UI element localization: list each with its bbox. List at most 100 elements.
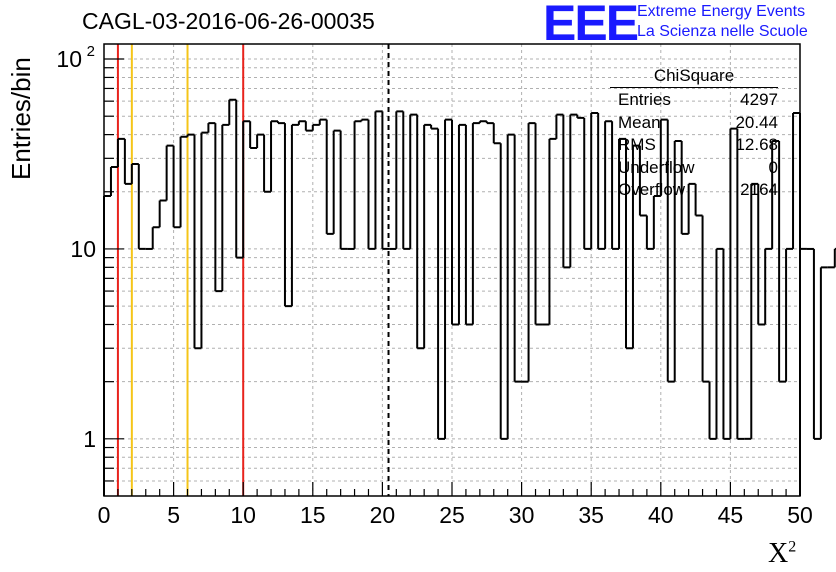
stats-row-mean: Mean 20.44 [610,112,778,135]
histogram-bin [395,110,404,249]
histogram-bin [270,120,278,192]
histogram-bin [583,117,592,250]
x-tick-label: 40 [648,502,674,528]
histogram-bin [318,118,327,125]
histogram-bin [652,195,661,249]
stats-row-underflow: Underflow 0 [610,157,778,180]
histogram-bin [729,127,738,439]
histogram-bin [214,123,223,293]
histogram-bin [325,119,334,235]
histogram-bin [437,128,446,440]
histogram-bin [597,112,606,250]
x-tick-label: 10 [230,502,256,528]
histogram-bin [409,113,418,249]
histogram-bin [221,123,230,292]
histogram-bin [137,164,146,250]
x-tick-label: 15 [300,502,326,528]
histogram-bin [819,266,828,439]
histogram-bin [451,119,459,326]
histogram-bin [228,98,237,125]
histogram-bin [277,121,285,125]
x-axis-label-superscript: 2 [788,538,797,556]
histogram-bin [708,381,717,440]
histogram-bin [722,248,731,440]
histogram-bin [666,119,675,383]
histogram-bin [444,118,452,439]
histogram-bin [381,111,390,250]
histogram-bin [506,133,515,439]
histogram-bin [492,123,501,145]
stats-label: Underflow [618,157,695,177]
x-axis-label-base: X [768,538,789,569]
histogram-bin [736,128,745,440]
histogram-bin [555,113,564,139]
histogram-bin [527,122,536,382]
y-tick-label-exponent: 2 [87,43,95,60]
histogram-bin [812,248,821,440]
histogram-bin [625,138,633,350]
histogram-bin [485,121,494,125]
histogram-bin [778,141,787,383]
stats-row-entries: Entries 4297 [610,89,778,112]
histogram-bin [471,122,480,325]
stats-label: Overflow [618,180,686,199]
histogram-bin [151,226,160,249]
histogram-bin [193,134,202,350]
histogram-bin [792,111,800,249]
histogram-bin [478,120,487,124]
stats-value: 20.44 [735,112,778,132]
histogram-bin [367,119,376,250]
x-tick-label: 5 [167,502,180,528]
stats-title: ChiSquare [610,66,778,88]
histogram-bin [611,121,620,250]
histogram-bin [123,138,132,185]
histogram-bin [673,140,682,382]
histogram-bin [534,123,543,326]
y-axis-label: Entries/bin [6,57,36,180]
y-tick-label: 10 [70,236,96,262]
histogram-bin [290,123,299,307]
histogram-bin [304,121,313,132]
histogram-bin [242,120,251,258]
histogram-bin [207,122,216,133]
histogram-bin [374,110,383,249]
histogram-bin [332,129,341,234]
stats-value: 2164 [740,180,778,199]
histogram-bin [499,143,508,440]
histogram-bin [116,137,125,168]
histogram-bin [701,215,710,383]
y-tick-label: 10 [56,46,82,72]
histogram-bin [103,195,111,496]
histogram-bin [339,130,348,250]
histogram-bin [638,145,647,217]
histogram-bin [569,113,578,268]
histogram-bin [715,247,724,439]
x-tick-label: 25 [439,502,465,528]
stats-value: 12.68 [735,135,778,154]
stats-box: ChiSquare Entries 4297 Mean 20.44 RMS 12… [610,66,778,202]
histogram-bin [659,118,668,197]
histogram-bin [771,140,780,249]
x-tick-label: 0 [98,502,111,528]
histogram-bin [263,134,272,193]
stats-row-rms: RMS 12.68 [610,134,778,157]
histogram-bin [179,135,188,228]
histogram-bin [645,215,654,250]
logo-subtitle-line2: La Scienza nelle Scuole [637,23,808,40]
histogram-bin [687,182,696,234]
histogram-bin [799,112,807,250]
x-tick-label: 45 [718,502,744,528]
histogram-bin [750,182,759,439]
histogram-bin [353,120,362,249]
x-tick-label: 35 [578,502,604,528]
stats-value: 4297 [740,90,778,109]
stats-row-overflow: Overflow 2164 [610,179,778,202]
histogram-bin [416,114,425,350]
histogram-bin [513,134,522,383]
histogram-bin [283,123,292,308]
histogram-bin [297,120,306,125]
histogram-bin [430,124,439,130]
histogram-bin [631,144,640,349]
histogram-bin [200,131,209,349]
